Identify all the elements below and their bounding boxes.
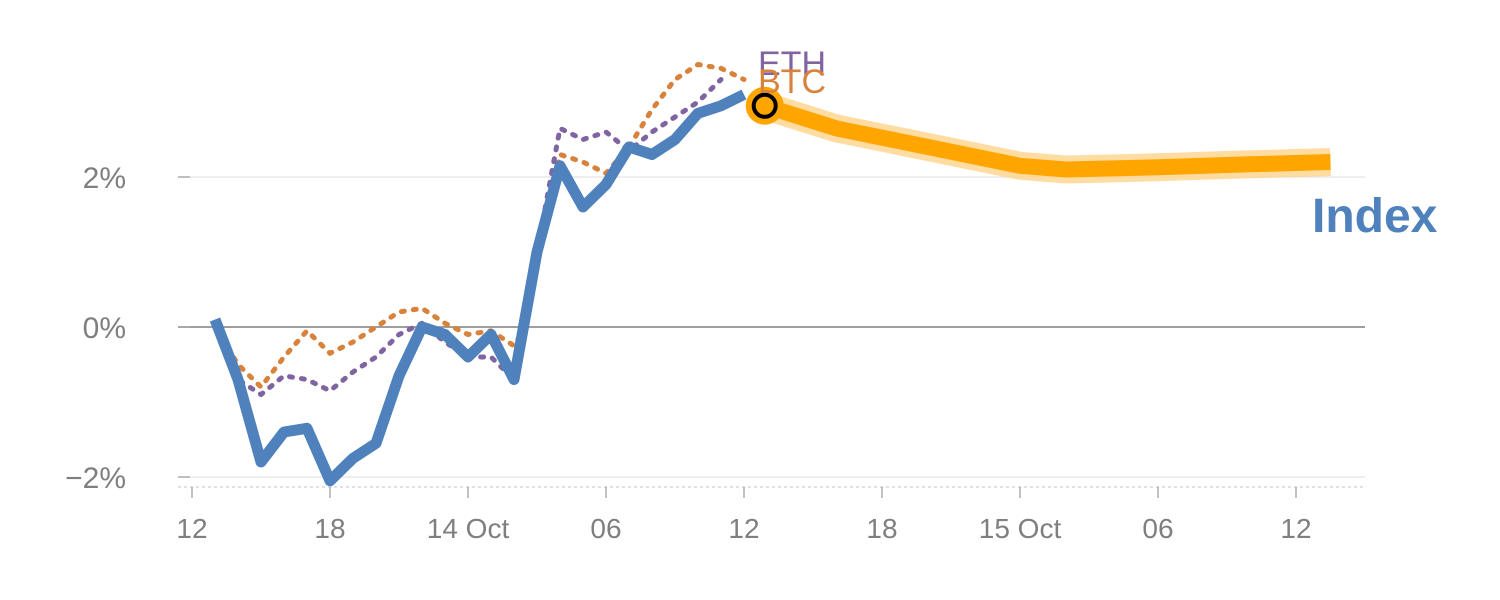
axes: −2% 0% 2% 12 18 14 Oct 06 12 18 15 Oct 06 12: [65, 162, 1365, 544]
series-label-index: Index: [1312, 190, 1438, 243]
x-tick-label: 12: [728, 513, 759, 544]
x-tick-label: 18: [314, 513, 345, 544]
x-tick-label: 18: [866, 513, 897, 544]
series-label-btc: BTC: [758, 63, 826, 101]
x-tick-label: 14 Oct: [427, 513, 510, 544]
series-label-eth: ETH: [758, 45, 826, 83]
x-tick-label: 12: [176, 513, 207, 544]
series-line-index: [209, 89, 747, 487]
y-tick-label: −2%: [65, 462, 126, 495]
y-tick-label: 0%: [83, 312, 126, 345]
forecast-band: [762, 98, 1331, 178]
x-tick-label: 12: [1280, 513, 1311, 544]
series-line-eth: [212, 77, 724, 397]
series-lines: [209, 62, 1331, 487]
x-tick-label: 06: [1142, 513, 1173, 544]
forecast-marker-dot: [751, 92, 778, 119]
gridlines: [178, 176, 1365, 478]
x-tick-label: 15 Oct: [979, 513, 1062, 544]
y-tick-label: 2%: [83, 162, 126, 195]
forecast-marker: [745, 86, 784, 125]
x-tick-label: 06: [590, 513, 621, 544]
